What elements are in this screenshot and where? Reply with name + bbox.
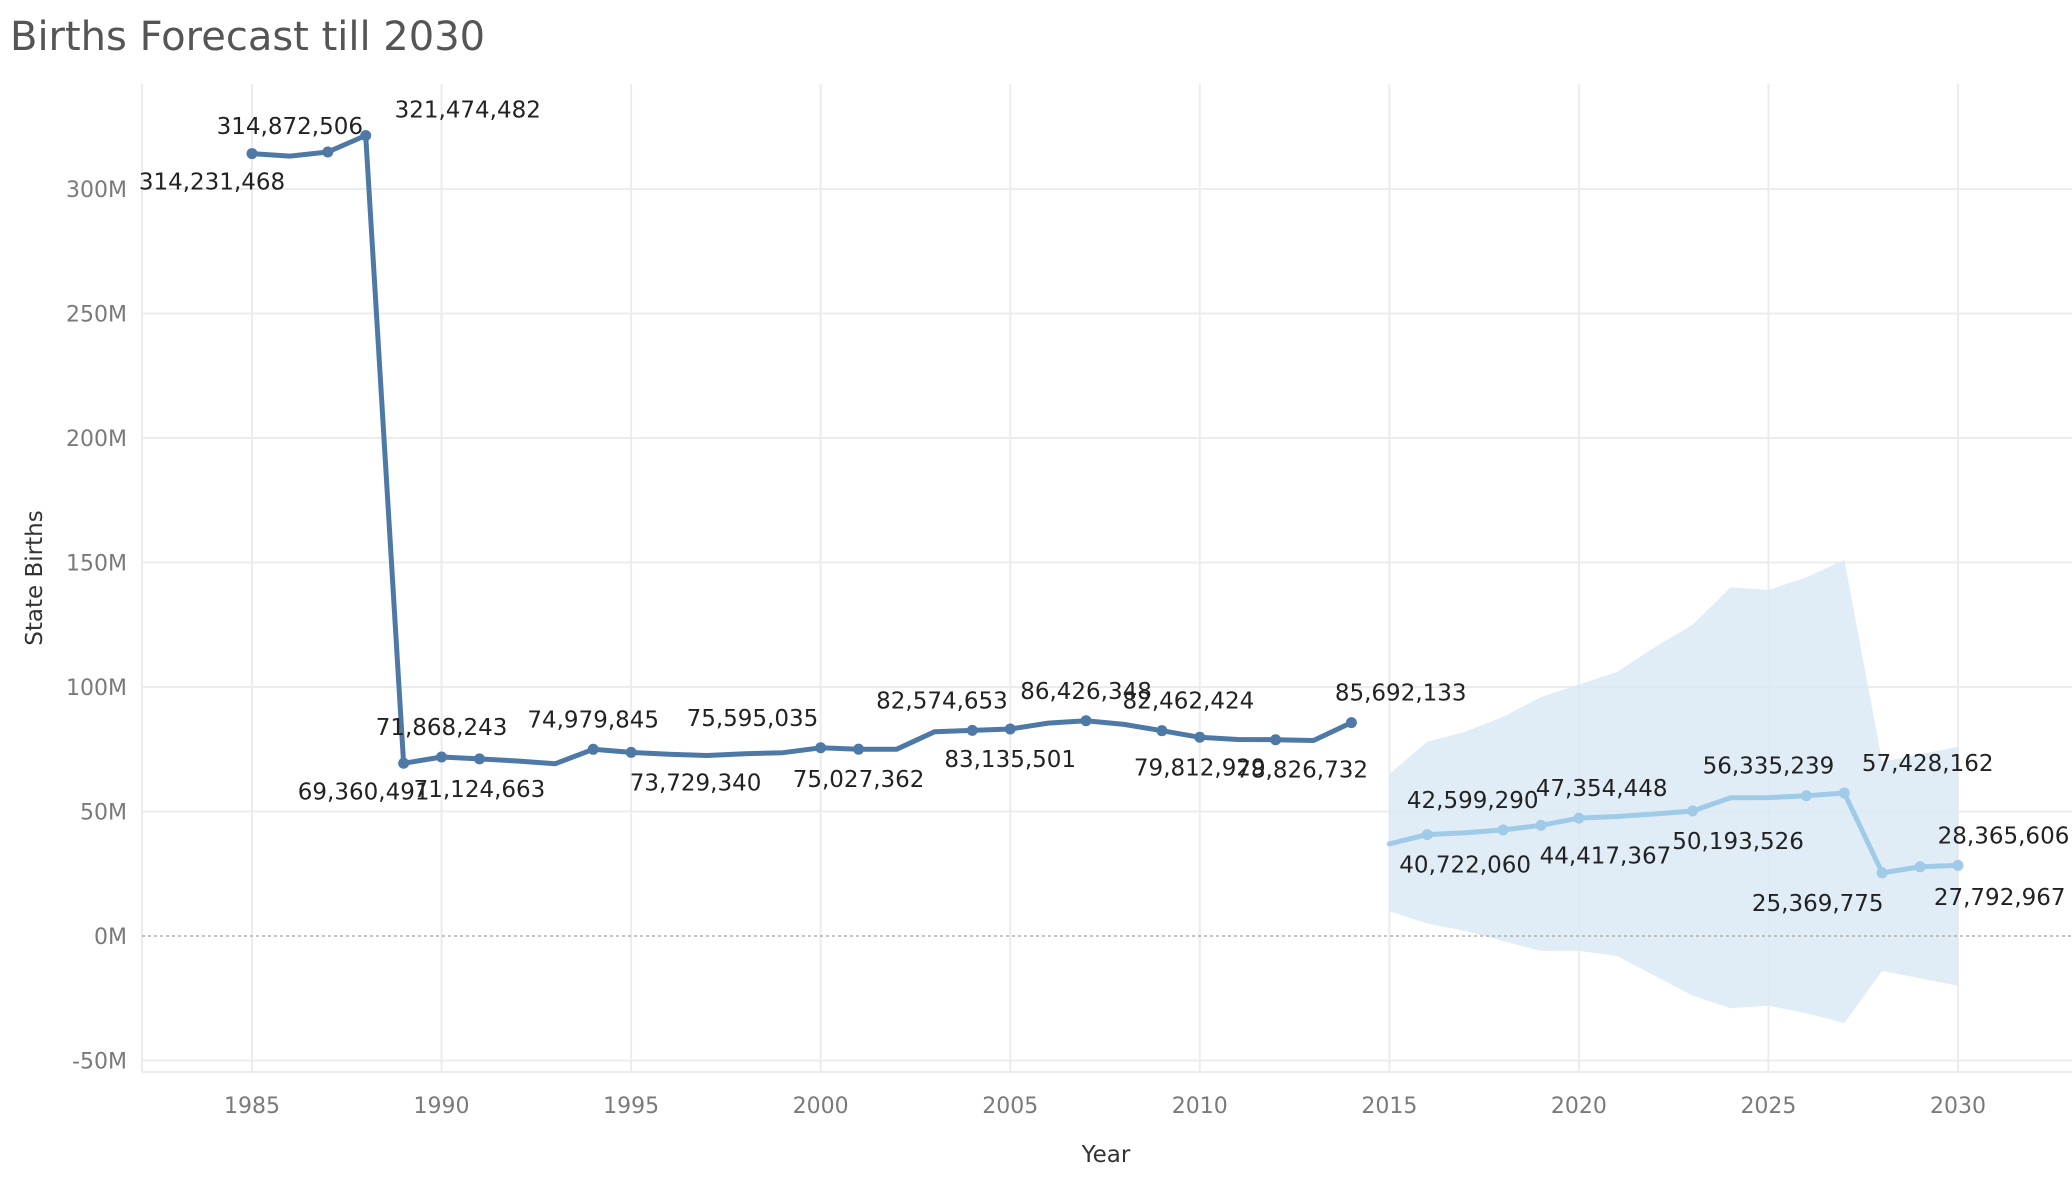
y-tick-label: 50M: [80, 801, 127, 826]
x-tick-label: 2020: [1551, 1094, 1607, 1119]
actual-data-point: [1194, 731, 1206, 743]
forecast-data-point: [1914, 861, 1926, 873]
y-tick-label: 150M: [66, 552, 127, 577]
y-tick-label: 0M: [94, 925, 127, 950]
x-tick-label: 2000: [793, 1094, 849, 1119]
data-label: 27,792,967: [1934, 885, 2066, 911]
chart-title: Births Forecast till 2030: [10, 14, 486, 60]
actual-data-point: [1080, 715, 1092, 727]
y-tick-label: 300M: [66, 178, 127, 203]
forecast-data-point: [1800, 790, 1812, 802]
forecast-band: [1389, 560, 1958, 1024]
data-label: 83,135,501: [944, 747, 1076, 773]
y-axis-title: State Births: [22, 510, 48, 645]
x-axis-title: Year: [1081, 1142, 1131, 1168]
data-label: 79,812,929: [1134, 755, 1266, 781]
data-label: 40,722,060: [1399, 853, 1531, 879]
data-label: 71,868,243: [376, 715, 508, 741]
forecast-data-point: [1876, 867, 1888, 879]
actual-data-point: [322, 146, 334, 158]
y-tick-label: 100M: [66, 676, 127, 701]
actual-data-point: [436, 751, 448, 763]
x-tick-label: 1995: [603, 1094, 659, 1119]
actual-data-point: [246, 148, 258, 160]
x-tick-label: 2015: [1361, 1094, 1417, 1119]
data-label: 73,729,340: [630, 770, 762, 796]
actual-data-point: [1270, 734, 1282, 746]
data-label: 47,354,448: [1536, 776, 1668, 802]
data-label: 71,124,663: [414, 777, 546, 803]
forecast-data-point: [1952, 859, 1964, 871]
data-label: 56,335,239: [1703, 754, 1835, 780]
data-label: 314,872,506: [217, 114, 363, 140]
actual-data-point: [625, 746, 637, 758]
data-label: 42,599,290: [1407, 788, 1539, 814]
data-label: 28,365,606: [1938, 823, 2070, 849]
x-axis-ticks: 1985 1990 1995 2000 2005 2010 2015 2020 2025 2030: [224, 1094, 1986, 1119]
y-axis-ticks: -50M 0M 50M 100M 150M 200M 250M 300M: [66, 178, 127, 1075]
forecast-data-point: [1687, 805, 1699, 817]
data-label: 314,231,468: [139, 170, 285, 196]
actual-series-line: [249, 133, 1354, 767]
data-label: 75,595,035: [687, 706, 819, 732]
series-lines: [249, 133, 1961, 876]
data-label: 57,428,162: [1862, 751, 1994, 777]
data-label: 82,574,653: [876, 688, 1008, 714]
forecast-series-line: [1386, 790, 1961, 876]
data-label: 44,417,367: [1540, 843, 1672, 869]
forecast-confidence-band: [1389, 560, 1958, 1024]
data-label: 78,826,732: [1236, 758, 1368, 784]
actual-data-point: [1004, 723, 1016, 735]
forecast-data-point: [1573, 812, 1585, 824]
x-tick-label: 2005: [982, 1094, 1038, 1119]
actual-data-point: [1345, 717, 1357, 729]
actual-data-point: [853, 743, 865, 755]
forecast-data-point: [1838, 787, 1850, 799]
data-label: 85,692,133: [1335, 681, 1467, 707]
data-label: 86,426,348: [1020, 679, 1152, 705]
series-markers: [246, 130, 1964, 879]
data-label: 50,193,526: [1672, 829, 1804, 855]
x-tick-label: 1985: [224, 1094, 280, 1119]
grid-lines: [141, 84, 2072, 1073]
forecast-data-point: [1535, 819, 1547, 831]
actual-data-point: [966, 724, 978, 736]
data-label: 74,979,845: [527, 707, 659, 733]
y-tick-label: -50M: [72, 1050, 127, 1075]
x-tick-label: 1990: [414, 1094, 470, 1119]
forecast-data-point: [1497, 824, 1509, 836]
data-labels: 314,231,468 314,872,506 321,474,482 69,360,…: [139, 98, 2070, 917]
data-label: 25,369,775: [1752, 891, 1884, 917]
data-label: 69,360,491: [298, 779, 430, 805]
data-label: 321,474,482: [395, 98, 541, 124]
x-tick-label: 2025: [1740, 1094, 1796, 1119]
actual-data-point: [587, 743, 599, 755]
y-tick-label: 250M: [66, 303, 127, 328]
x-tick-label: 2010: [1172, 1094, 1228, 1119]
actual-data-point: [1156, 725, 1168, 737]
y-tick-label: 200M: [66, 427, 127, 452]
forecast-data-point: [1421, 829, 1433, 841]
actual-data-point: [815, 742, 827, 754]
actual-data-point: [398, 757, 410, 769]
data-label: 75,027,362: [793, 767, 925, 793]
actual-data-point: [473, 753, 485, 765]
actual-data-point: [360, 130, 372, 142]
data-label: 82,462,424: [1123, 689, 1255, 715]
x-tick-label: 2030: [1930, 1094, 1986, 1119]
